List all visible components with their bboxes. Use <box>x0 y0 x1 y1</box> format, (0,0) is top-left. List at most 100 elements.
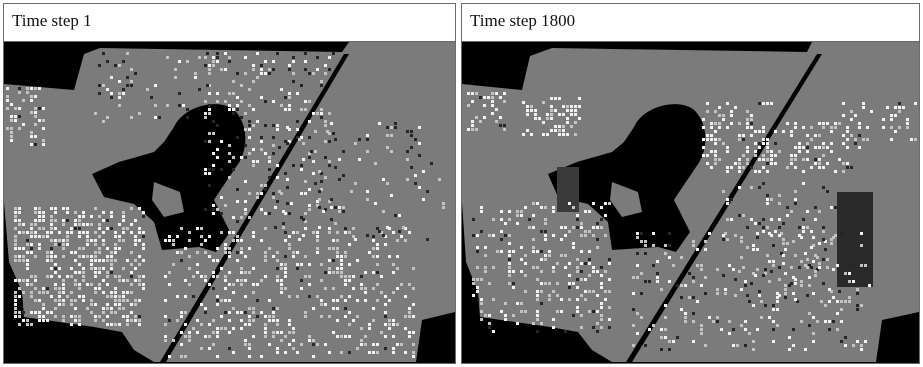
cell-dot <box>130 303 133 306</box>
cell-dot <box>710 134 713 137</box>
cell-dot <box>208 68 211 71</box>
cell-dot <box>38 299 41 302</box>
cell-dot <box>50 311 53 314</box>
cell-dot <box>118 64 121 67</box>
cell-dot <box>756 236 759 239</box>
cell-dot <box>366 134 369 137</box>
cell-dot <box>18 279 21 282</box>
cell-dot <box>790 154 793 157</box>
cell-dot <box>46 255 49 258</box>
cell-dot <box>734 162 737 165</box>
cell-dot <box>546 133 549 136</box>
cell-dot <box>354 142 357 145</box>
cell-dot <box>504 222 507 225</box>
cell-dot <box>118 80 121 83</box>
cell-dot <box>818 158 821 161</box>
cell-dot <box>284 108 287 111</box>
cell-dot <box>264 275 267 278</box>
cell-dot <box>574 121 577 124</box>
cell-dot <box>560 254 563 257</box>
cell-dot <box>724 288 727 291</box>
cell-dot <box>784 284 787 287</box>
cell-dot <box>688 296 691 299</box>
cell-dot <box>852 344 855 347</box>
cell-dot <box>732 344 735 347</box>
cell-dot <box>758 142 761 145</box>
cell-dot <box>816 268 819 271</box>
cell-dot <box>890 118 893 121</box>
cell-dot <box>176 251 179 254</box>
cell-dot <box>412 287 415 290</box>
cell-dot <box>256 283 259 286</box>
cell-dot <box>62 239 65 242</box>
cell-dot <box>340 263 343 266</box>
cell-dot <box>98 92 101 95</box>
cell-dot <box>766 202 769 205</box>
cell-dot <box>94 231 97 234</box>
cell-dot <box>138 299 141 302</box>
cell-dot <box>604 270 607 273</box>
cell-dot <box>526 109 529 112</box>
cell-dot <box>248 307 251 310</box>
cell-dot <box>324 120 327 123</box>
cell-dot <box>14 311 17 314</box>
cell-dot <box>98 251 101 254</box>
cell-dot <box>640 272 643 275</box>
cell-dot <box>58 299 61 302</box>
cell-dot <box>676 336 679 339</box>
cell-dot <box>784 248 787 251</box>
cell-dot <box>472 282 475 285</box>
cell-dot <box>34 143 37 146</box>
cell-dot <box>268 343 271 346</box>
cell-dot <box>508 242 511 245</box>
cell-dot <box>520 210 523 213</box>
cell-dot <box>672 340 675 343</box>
cell-dot <box>326 130 329 133</box>
cell-dot <box>806 150 809 153</box>
cell-dot <box>288 96 291 99</box>
cell-dot <box>244 339 247 342</box>
cell-dot <box>776 308 779 311</box>
cell-dot <box>766 162 769 165</box>
cell-dot <box>106 323 109 326</box>
cell-dot <box>98 271 101 274</box>
cell-dot <box>344 299 347 302</box>
cell-dot <box>504 318 507 321</box>
cell-dot <box>30 235 33 238</box>
cell-dot <box>122 60 125 63</box>
cell-dot <box>412 343 415 346</box>
cell-dot <box>770 218 773 221</box>
cell-dot <box>42 211 45 214</box>
cell-dot <box>716 316 719 319</box>
cell-dot <box>814 146 817 149</box>
cell-dot <box>118 247 121 250</box>
cell-dot <box>792 240 795 243</box>
cell-dot <box>216 335 219 338</box>
cell-dot <box>800 260 803 263</box>
cell-dot <box>644 344 647 347</box>
cell-dot <box>90 283 93 286</box>
cell-dot <box>286 178 289 181</box>
cell-dot <box>592 310 595 313</box>
cell-dot <box>30 295 33 298</box>
cell-dot <box>768 316 771 319</box>
cell-dot <box>664 304 667 307</box>
cell-dot <box>584 298 587 301</box>
cell-dot <box>268 212 271 215</box>
cell-dot <box>488 326 491 329</box>
cell-dot <box>680 284 683 287</box>
cell-dot <box>826 122 829 125</box>
cell-dot <box>554 125 557 128</box>
cell-dot <box>204 100 207 103</box>
cell-dot <box>592 266 595 269</box>
cell-dot <box>276 351 279 354</box>
cell-dot <box>906 118 909 121</box>
cell-dot <box>332 52 335 55</box>
cell-dot <box>384 335 387 338</box>
cell-dot <box>276 251 279 254</box>
cell-dot <box>174 68 177 71</box>
cell-dot <box>208 335 211 338</box>
cell-dot <box>818 210 821 213</box>
cell-dot <box>134 239 137 242</box>
cell-dot <box>300 343 303 346</box>
